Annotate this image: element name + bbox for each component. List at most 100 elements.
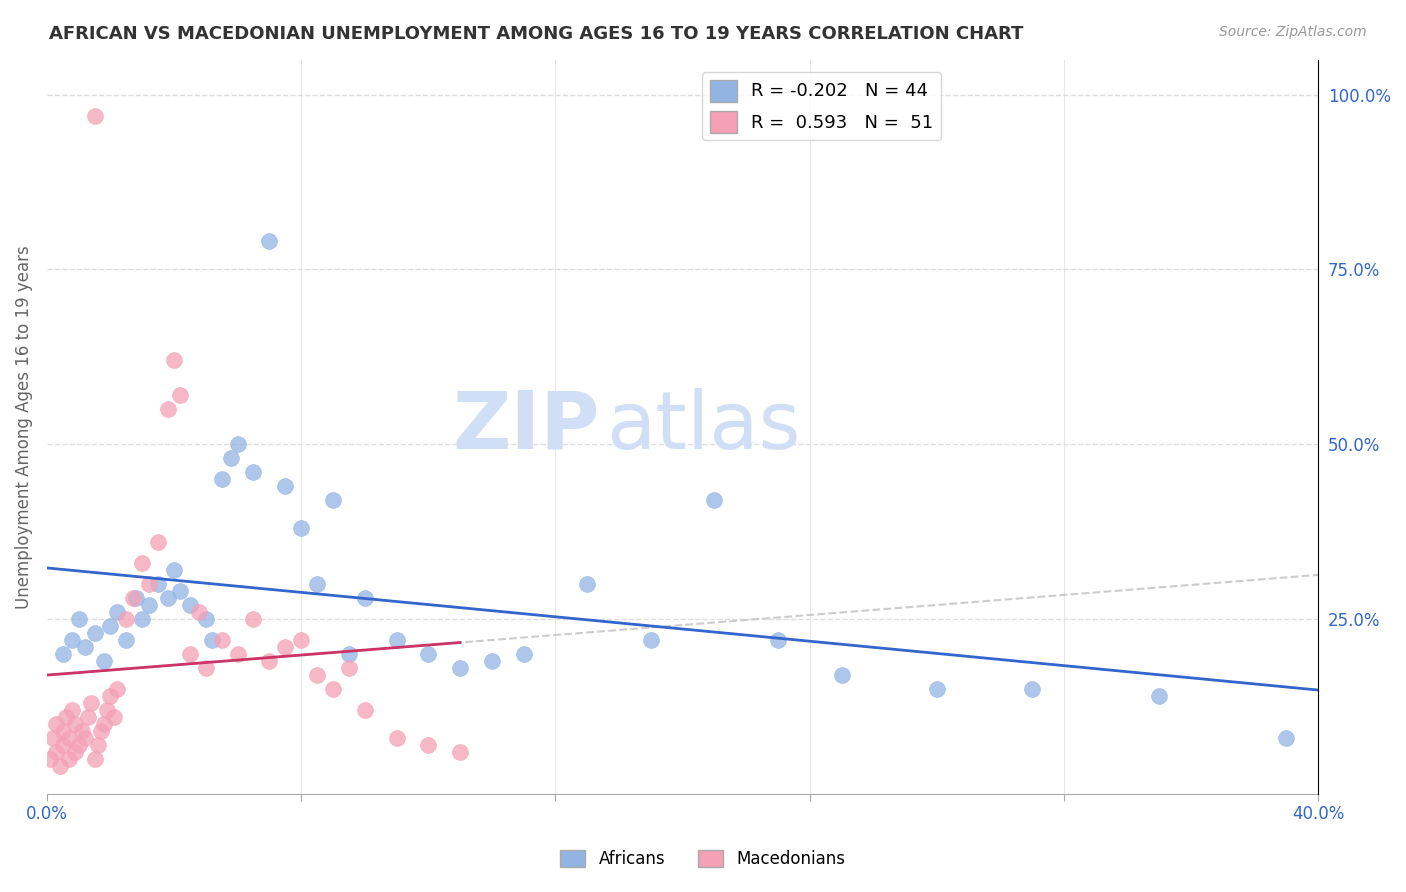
Point	[67, 738, 90, 752]
Point	[925, 681, 948, 696]
Point	[201, 632, 224, 647]
Point	[45, 716, 67, 731]
Point	[60, 632, 83, 647]
Point	[131, 556, 153, 570]
Point	[307, 668, 329, 682]
Point	[353, 591, 375, 605]
Point	[96, 703, 118, 717]
Point	[1021, 681, 1043, 696]
Point	[90, 723, 112, 738]
Legend: Africans, Macedonians: Africans, Macedonians	[554, 843, 852, 875]
Point	[65, 716, 87, 731]
Point	[353, 703, 375, 717]
Point	[52, 738, 75, 752]
Point	[259, 235, 281, 249]
Point	[67, 612, 90, 626]
Point	[58, 752, 80, 766]
Point	[226, 647, 249, 661]
Point	[42, 731, 65, 745]
Point	[290, 521, 312, 535]
Point	[83, 109, 105, 123]
Point	[52, 647, 75, 661]
Point	[93, 654, 115, 668]
Point	[45, 745, 67, 759]
Point	[146, 577, 169, 591]
Point	[219, 451, 242, 466]
Point	[80, 696, 103, 710]
Point	[242, 612, 264, 626]
Point	[100, 689, 122, 703]
Point	[1275, 731, 1298, 745]
Point	[87, 738, 110, 752]
Point	[77, 710, 100, 724]
Point	[125, 591, 148, 605]
Point	[73, 731, 96, 745]
Point	[418, 738, 440, 752]
Point	[703, 493, 725, 508]
Point	[576, 577, 599, 591]
Point	[211, 632, 233, 647]
Point	[105, 681, 128, 696]
Point	[188, 605, 211, 619]
Text: ZIP: ZIP	[453, 388, 600, 466]
Point	[52, 723, 75, 738]
Point	[55, 710, 77, 724]
Point	[449, 661, 471, 675]
Point	[194, 661, 217, 675]
Point	[48, 758, 70, 772]
Text: Source: ZipAtlas.com: Source: ZipAtlas.com	[1219, 25, 1367, 39]
Point	[138, 577, 160, 591]
Point	[418, 647, 440, 661]
Point	[156, 591, 179, 605]
Point	[274, 479, 297, 493]
Point	[385, 632, 408, 647]
Point	[105, 605, 128, 619]
Point	[322, 681, 344, 696]
Point	[83, 626, 105, 640]
Point	[322, 493, 344, 508]
Point	[449, 745, 471, 759]
Point	[138, 598, 160, 612]
Point	[58, 731, 80, 745]
Point	[640, 632, 662, 647]
Point	[211, 472, 233, 486]
Point	[100, 619, 122, 633]
Point	[163, 353, 186, 368]
Point	[274, 640, 297, 654]
Point	[226, 437, 249, 451]
Point	[766, 632, 789, 647]
Point	[337, 661, 360, 675]
Point	[194, 612, 217, 626]
Point	[156, 402, 179, 417]
Point	[83, 752, 105, 766]
Y-axis label: Unemployment Among Ages 16 to 19 years: Unemployment Among Ages 16 to 19 years	[15, 244, 32, 608]
Point	[115, 612, 138, 626]
Point	[1149, 689, 1171, 703]
Point	[146, 535, 169, 549]
Text: AFRICAN VS MACEDONIAN UNEMPLOYMENT AMONG AGES 16 TO 19 YEARS CORRELATION CHART: AFRICAN VS MACEDONIAN UNEMPLOYMENT AMONG…	[49, 25, 1024, 43]
Point	[73, 640, 96, 654]
Point	[131, 612, 153, 626]
Point	[259, 654, 281, 668]
Legend: R = -0.202   N = 44, R =  0.593   N =  51: R = -0.202 N = 44, R = 0.593 N = 51	[703, 72, 941, 140]
Point	[70, 723, 93, 738]
Point	[307, 577, 329, 591]
Point	[39, 752, 62, 766]
Point	[831, 668, 853, 682]
Point	[481, 654, 503, 668]
Point	[115, 632, 138, 647]
Point	[385, 731, 408, 745]
Point	[337, 647, 360, 661]
Point	[179, 598, 201, 612]
Point	[169, 583, 191, 598]
Point	[65, 745, 87, 759]
Point	[60, 703, 83, 717]
Text: atlas: atlas	[606, 388, 800, 466]
Point	[93, 716, 115, 731]
Point	[169, 388, 191, 402]
Point	[179, 647, 201, 661]
Point	[290, 632, 312, 647]
Point	[121, 591, 143, 605]
Point	[512, 647, 534, 661]
Point	[242, 465, 264, 479]
